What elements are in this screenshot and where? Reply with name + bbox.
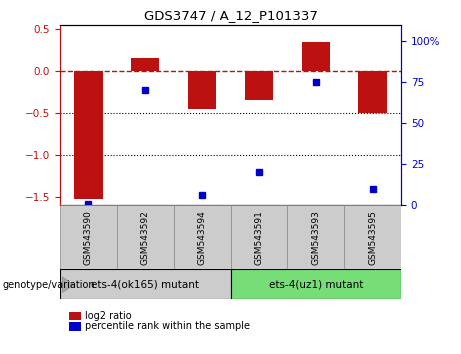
Text: GSM543590: GSM543590 [84,210,93,265]
Bar [301,41,330,71]
Title: GDS3747 / A_12_P101337: GDS3747 / A_12_P101337 [143,9,318,22]
Text: GSM543594: GSM543594 [198,210,207,264]
Bar [60,269,230,299]
Bar [131,58,160,71]
Polygon shape [62,277,74,292]
Text: percentile rank within the sample: percentile rank within the sample [85,321,250,331]
Bar [117,205,174,269]
Bar [188,71,216,109]
Text: genotype/variation: genotype/variation [2,280,95,290]
Bar [230,205,287,269]
Bar [230,269,401,299]
Bar [344,205,401,269]
Text: GSM543593: GSM543593 [311,210,320,265]
Bar [174,205,230,269]
Bar [287,205,344,269]
Bar [74,71,102,199]
Text: GSM543595: GSM543595 [368,210,377,265]
Text: ets-4(uz1) mutant: ets-4(uz1) mutant [269,279,363,289]
Bar [245,71,273,100]
Text: GSM543591: GSM543591 [254,210,263,265]
Bar [358,71,387,113]
Text: GSM543592: GSM543592 [141,210,150,264]
Text: log2 ratio: log2 ratio [85,311,132,321]
Text: ets-4(ok165) mutant: ets-4(ok165) mutant [91,279,199,289]
Bar [60,205,117,269]
